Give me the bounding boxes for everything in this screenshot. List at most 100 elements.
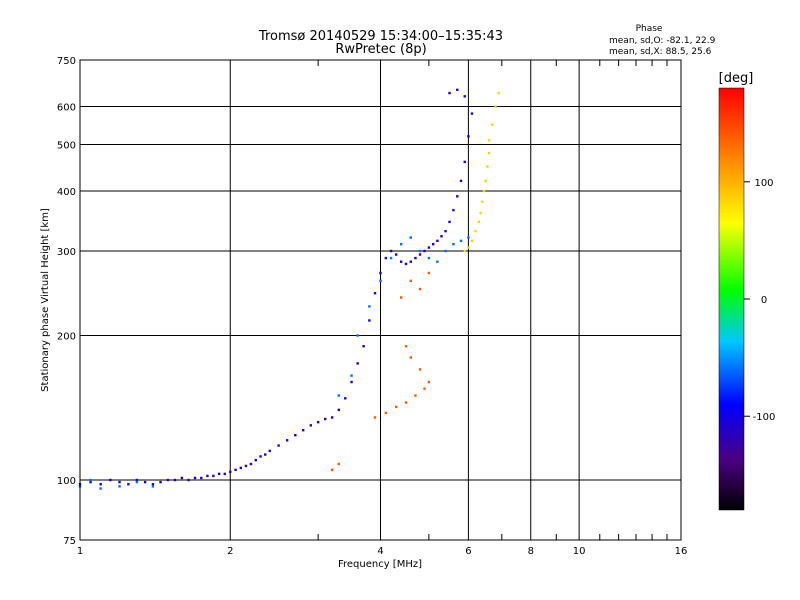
x-tick-label: 6 bbox=[465, 546, 471, 557]
phase-stats-x: mean, sd,X: 88.5, 25.6 bbox=[609, 47, 712, 57]
data-point bbox=[89, 478, 92, 482]
data-point bbox=[399, 242, 403, 246]
x-tick-label: 8 bbox=[528, 546, 534, 557]
data-point bbox=[217, 472, 221, 476]
y-tick-label: 300 bbox=[57, 247, 76, 258]
data-point bbox=[301, 429, 305, 432]
plot-frame bbox=[79, 59, 682, 541]
data-point bbox=[448, 220, 451, 224]
data-point bbox=[444, 229, 447, 233]
data-point bbox=[337, 462, 341, 466]
data-point bbox=[399, 260, 403, 263]
colorbar-tick-label: 0 bbox=[761, 295, 767, 306]
data-point bbox=[373, 292, 377, 295]
data-point bbox=[477, 220, 481, 224]
data-point bbox=[212, 474, 215, 478]
data-point bbox=[444, 249, 447, 253]
data-point bbox=[234, 468, 237, 472]
data-point bbox=[427, 380, 431, 384]
data-point bbox=[487, 139, 491, 142]
y-tick-label: 600 bbox=[57, 103, 76, 114]
data-point bbox=[379, 271, 382, 275]
data-point bbox=[463, 95, 466, 98]
data-point bbox=[482, 189, 486, 193]
data-point bbox=[497, 91, 500, 95]
y-tick-label: 75 bbox=[63, 536, 76, 547]
data-point bbox=[409, 236, 412, 239]
data-point bbox=[330, 468, 334, 472]
data-point bbox=[127, 483, 130, 486]
y-tick-label: 200 bbox=[57, 332, 76, 343]
data-point bbox=[404, 401, 408, 404]
data-point bbox=[467, 236, 470, 239]
data-point bbox=[467, 246, 470, 249]
data-point bbox=[418, 249, 422, 253]
data-point bbox=[143, 480, 147, 484]
y-axis-label: Stationary phase Virtual Height [km] bbox=[40, 208, 51, 392]
data-point bbox=[229, 470, 232, 474]
data-point bbox=[259, 455, 262, 458]
data-point bbox=[452, 242, 455, 246]
colorbar-tick-label: 100 bbox=[754, 178, 773, 189]
data-point bbox=[389, 249, 393, 253]
x-tick-label: 1 bbox=[77, 546, 83, 557]
chart-subtitle: RwPretec (8p) bbox=[335, 42, 426, 57]
data-point bbox=[404, 345, 408, 348]
data-point bbox=[427, 246, 431, 249]
data-point bbox=[409, 260, 412, 263]
data-point bbox=[89, 480, 92, 484]
data-point bbox=[384, 256, 388, 260]
data-point bbox=[244, 464, 248, 468]
data-point bbox=[180, 476, 184, 480]
data-point bbox=[249, 462, 253, 466]
data-point bbox=[494, 105, 497, 108]
x-tick-label: 2 bbox=[227, 546, 233, 557]
data-point bbox=[368, 319, 371, 322]
data-point bbox=[414, 394, 417, 397]
data-point bbox=[491, 123, 494, 126]
data-point bbox=[389, 256, 393, 260]
data-point bbox=[418, 253, 422, 256]
data-point bbox=[423, 387, 426, 390]
phase-stats-o: mean, sd,O: -82.1, 22.9 bbox=[609, 36, 716, 46]
data-point bbox=[463, 249, 466, 253]
data-point bbox=[394, 253, 398, 256]
data-point bbox=[436, 260, 439, 263]
colorbar-tick-label: -100 bbox=[753, 412, 776, 423]
data-point bbox=[159, 480, 162, 484]
y-axis: 75 100 200 300 400 500 600 750 bbox=[57, 56, 76, 547]
data-point bbox=[404, 262, 408, 266]
data-point bbox=[368, 305, 371, 308]
data-point bbox=[135, 480, 139, 484]
data-point bbox=[379, 279, 382, 283]
data-point bbox=[481, 200, 484, 203]
data-point bbox=[109, 478, 112, 482]
data-point bbox=[200, 476, 203, 480]
data-point bbox=[456, 195, 459, 198]
data-point bbox=[151, 483, 155, 486]
data-point bbox=[99, 483, 102, 486]
data-point bbox=[484, 179, 487, 183]
data-point bbox=[427, 271, 431, 275]
colorbar-label: [deg] bbox=[719, 71, 754, 86]
data-point bbox=[166, 478, 170, 482]
data-point bbox=[479, 211, 482, 215]
data-point bbox=[414, 256, 417, 260]
data-point bbox=[436, 239, 439, 243]
data-point bbox=[418, 287, 422, 291]
x-axis-label: Frequency [MHz] bbox=[338, 559, 422, 570]
data-point bbox=[399, 296, 403, 299]
data-point bbox=[135, 478, 139, 482]
data-point bbox=[264, 453, 267, 456]
data-point bbox=[459, 179, 463, 183]
data-point bbox=[384, 411, 388, 415]
data-point bbox=[206, 474, 209, 478]
data-point bbox=[350, 374, 353, 377]
data-point bbox=[277, 444, 280, 447]
data-point bbox=[440, 235, 443, 238]
data-point bbox=[173, 478, 177, 482]
data-point bbox=[467, 135, 470, 138]
data-point bbox=[193, 476, 197, 480]
data-point bbox=[452, 208, 455, 212]
data-point bbox=[118, 485, 121, 488]
